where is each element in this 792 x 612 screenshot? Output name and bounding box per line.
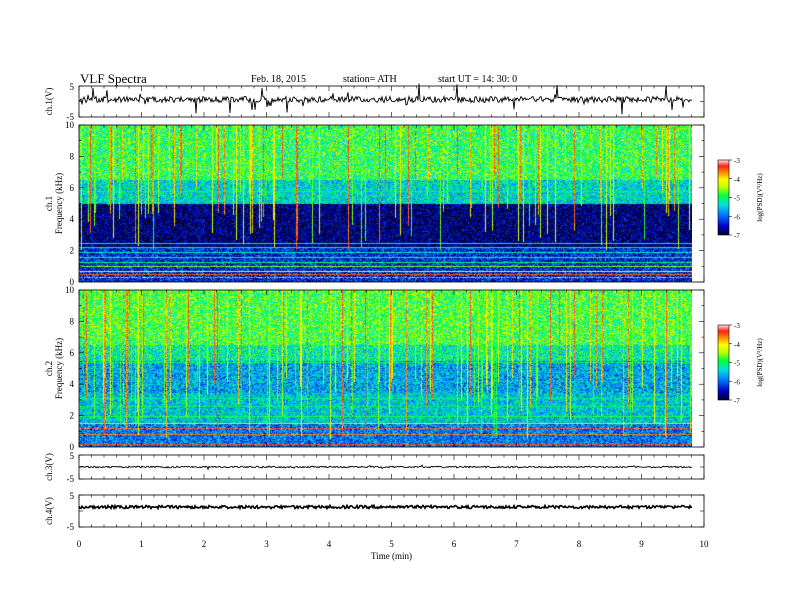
y-axis-label: ch.1: [44, 196, 54, 211]
date-label: Feb. 18, 2015: [251, 74, 306, 85]
x-tick-label: 4: [327, 539, 332, 549]
colorbar-tick-label: -4: [734, 176, 740, 184]
y-tick-label: 0: [70, 442, 75, 452]
y-tick-label: 0: [70, 277, 75, 287]
x-axis-label: Time (min): [371, 551, 412, 561]
colorbar: [717, 324, 730, 401]
y-tick-label: 2: [70, 411, 75, 421]
ch4-waveform-trace: [78, 503, 693, 511]
colorbar-tick-label: -5: [734, 195, 740, 203]
x-tick-label: 5: [389, 539, 394, 549]
ch1-waveform-trace: [78, 83, 693, 115]
colorbar-tick-label: -7: [734, 397, 740, 405]
y-tick-label: 8: [70, 316, 75, 326]
colorbar-tick-label: -7: [734, 232, 740, 240]
station-label: station= ATH: [343, 74, 397, 85]
y-tick-label: 10: [65, 120, 75, 130]
y-tick-label: 6: [70, 348, 75, 358]
y-tick-label: -5: [67, 474, 75, 484]
x-tick-label: 8: [577, 539, 582, 549]
x-tick-label: 7: [514, 539, 519, 549]
y-tick-label: 5: [70, 451, 75, 461]
x-tick-label: 0: [77, 539, 82, 549]
y-tick-label: 5: [70, 491, 75, 501]
y-tick-label: 2: [70, 246, 75, 256]
x-tick-label: 10: [700, 539, 710, 549]
x-tick-label: 2: [202, 539, 207, 549]
x-tick-label: 3: [264, 539, 269, 549]
ch3-waveform-trace: [78, 464, 693, 471]
y-axis-label: ch.2: [44, 361, 54, 376]
chart-title: VLF Spectra: [80, 71, 147, 86]
y-tick-label: -5: [67, 112, 75, 122]
y-axis-label: Frequency (kHz): [54, 173, 64, 234]
ch2-spectrogram-image-empty-region: [692, 290, 704, 447]
y-axis-label: ch.3(V): [44, 453, 54, 481]
colorbar-tick-label: -6: [734, 378, 740, 386]
x-tick-label: 1: [139, 539, 144, 549]
y-axis-label: ch.1(V): [44, 88, 54, 116]
y-tick-label: -5: [67, 522, 75, 532]
colorbar: [717, 159, 730, 236]
y-tick-label: 10: [65, 285, 75, 295]
y-axis-label: Frequency (kHz): [54, 338, 64, 399]
y-tick-label: 4: [70, 379, 75, 389]
ch2-spectrogram-image: [79, 290, 692, 447]
y-tick-label: 6: [70, 183, 75, 193]
ch1-spectrogram-image-empty-region: [692, 125, 704, 282]
colorbar-tick-label: -3: [734, 157, 740, 165]
y-axis-label: ch.4(V): [44, 497, 54, 525]
y-tick-label: 5: [70, 82, 75, 92]
colorbar-tick-label: -5: [734, 360, 740, 368]
x-tick-label: 6: [452, 539, 457, 549]
start-time-label: start UT = 14: 30: 0: [438, 74, 518, 85]
y-tick-label: 8: [70, 151, 75, 161]
colorbar-tick-label: -6: [734, 213, 740, 221]
ch1-spectrogram-image: [79, 125, 692, 282]
colorbar-label: log(PSD)(V²/Hz): [756, 173, 764, 222]
colorbar-label: log(PSD)(V²/Hz): [756, 338, 764, 387]
x-tick-label: 9: [639, 539, 644, 549]
colorbar-tick-label: -4: [734, 341, 740, 349]
colorbar-tick-label: -3: [734, 322, 740, 330]
y-tick-label: 4: [70, 214, 75, 224]
